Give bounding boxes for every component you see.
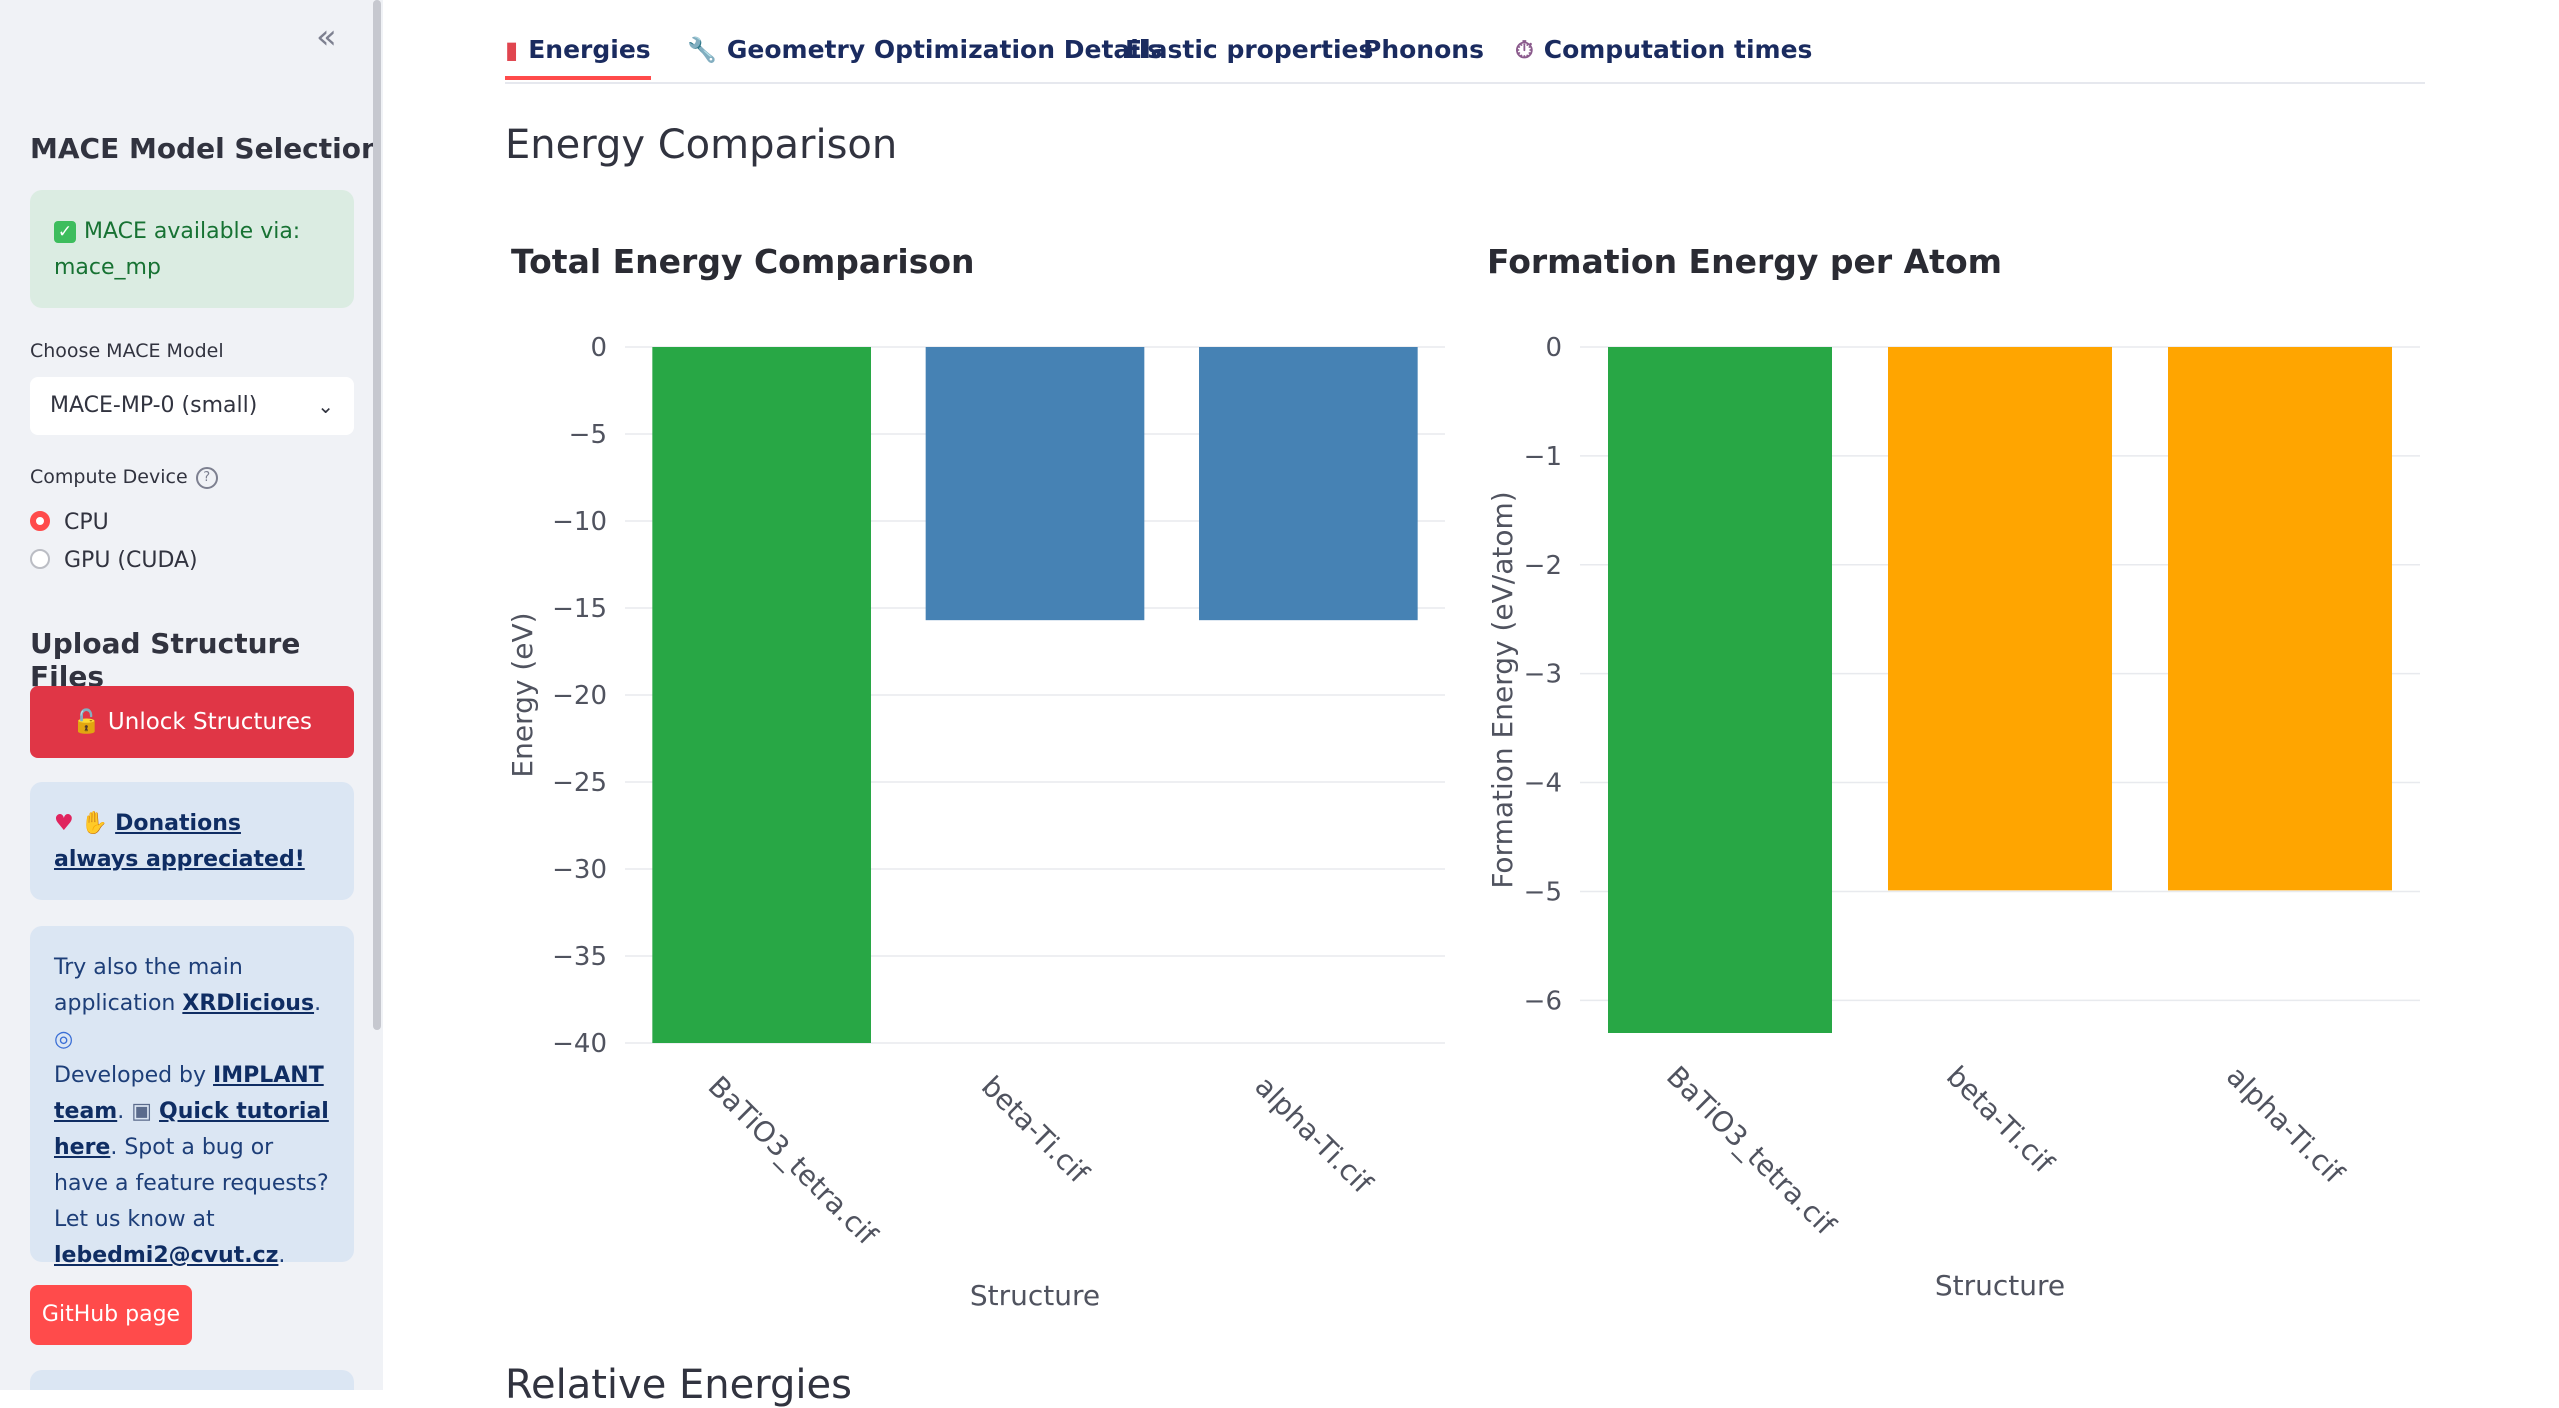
tutorial-link[interactable]: Quick tutorial here [54, 1099, 329, 1160]
unlock-icon: 🔓 [71, 709, 101, 735]
y-tick-label: −2 [1524, 551, 1562, 581]
mace-status-alert: ✓ MACE available via: mace_mp [30, 190, 354, 308]
unlock-button-label: Unlock Structures [107, 709, 313, 735]
radio-gpu[interactable]: GPU (CUDA) [30, 546, 198, 576]
help-icon[interactable]: ? [195, 466, 218, 489]
tab-computation-label: Computation times [1543, 35, 1813, 64]
tv-icon: ▣ [131, 1099, 153, 1124]
radio-cpu[interactable]: CPU [30, 508, 109, 538]
implant-link[interactable]: IMPLANT team [54, 1063, 324, 1124]
radio-gpu-label: GPU (CUDA) [64, 548, 198, 573]
bar-alpha-Ti.cif [2168, 347, 2392, 891]
tab-geometry-label: Geometry Optimization Details [726, 35, 1163, 64]
x-axis-label: Structure [970, 1279, 1100, 1312]
chevron-down-icon: ⌄ [317, 394, 334, 418]
info-text-5: . Spot a bug or have a feature requests?… [54, 1135, 329, 1232]
info-text-4: . [117, 1099, 132, 1124]
y-tick-label: −40 [552, 1029, 607, 1059]
xrdlicious-link[interactable]: XRDlicious [182, 991, 315, 1016]
email-link[interactable]: lebedmi2@cvut.cz [54, 1243, 279, 1268]
formation-energy-chart-title: Formation Energy per Atom [1487, 242, 2002, 281]
sidebar-next-box [30, 1370, 354, 1390]
compute-device-label: Compute Device? [30, 466, 218, 489]
y-tick-label: −5 [569, 420, 607, 450]
radio-unselected-icon[interactable] [30, 549, 50, 569]
x-tick-label: BaTiO3_tetra.cif [702, 1070, 885, 1253]
donations-link[interactable]: Donations always appreciated! [54, 811, 305, 872]
y-tick-label: −10 [552, 507, 607, 537]
y-tick-label: 0 [1545, 333, 1562, 363]
y-tick-label: −25 [552, 768, 607, 798]
bar-BaTiO3_tetra.cif [652, 347, 871, 1043]
info-text-3: Developed by [54, 1063, 214, 1088]
formation-energy-chart[interactable]: 0 −1 −2 −3 −4 −5 −6 BaTiO3_tetra.cif beta-Ti.cif… [1480, 320, 2440, 1330]
tab-elastic-properties[interactable]: Elastic properties [1125, 35, 1374, 64]
y-axis-label: Energy (eV) [506, 612, 539, 777]
tab-phonons[interactable]: Phonons [1363, 35, 1484, 64]
heart-icon: ♥ [54, 811, 74, 836]
info-box: Try also the main application XRDlicious… [30, 926, 354, 1268]
bar-beta-Ti.cif [1888, 347, 2112, 891]
upload-heading: Upload Structure Files [30, 627, 301, 693]
x-tick-label: beta-Ti.cif [1940, 1060, 2061, 1181]
tab-energies-label: Energies [528, 35, 651, 64]
spiral-icon: ◎ [54, 1027, 74, 1052]
model-select-value: MACE-MP-0 (small) [50, 393, 258, 418]
tab-geometry-optimization[interactable]: 🔧 Geometry Optimization Details [687, 30, 1162, 82]
total-energy-chart[interactable]: 0 −5 −10 −15 −20 −25 −30 −35 −40 BaTiO3_tetra.cif… [500, 320, 1460, 1330]
model-selection-heading: MACE Model Selection [30, 132, 381, 165]
bar-BaTiO3_tetra.cif [1608, 347, 1832, 1033]
unlock-structures-button[interactable]: 🔓 Unlock Structures [30, 686, 354, 758]
sidebar: « MACE Model Selection ✓ MACE available v… [0, 0, 383, 1390]
y-tick-label: −5 [1524, 877, 1562, 907]
y-tick-label: −1 [1524, 442, 1562, 472]
radio-selected-icon[interactable] [30, 511, 50, 531]
section-title: Energy Comparison [505, 122, 898, 168]
model-select-label: Choose MACE Model [30, 340, 224, 362]
x-axis-label: Structure [1935, 1269, 2065, 1302]
bar-alpha-Ti.cif [1199, 347, 1418, 621]
stopwatch-icon: ⏱ [1515, 36, 1534, 64]
y-tick-label: −15 [552, 594, 607, 624]
x-tick-label: alpha-Ti.cif [1248, 1070, 1379, 1201]
model-select[interactable]: MACE-MP-0 (small) ⌄ [30, 377, 354, 435]
y-tick-label: −35 [552, 942, 607, 972]
tab-computation-times[interactable]: ⏱ Computation times [1515, 30, 1812, 82]
wrench-icon: 🔧 [687, 36, 717, 64]
github-button[interactable]: GitHub page [30, 1285, 192, 1345]
check-icon: ✓ [54, 221, 76, 243]
info-text-2: . [314, 991, 322, 1016]
y-tick-label: 0 [590, 333, 607, 363]
bar-chart-icon: ▮ [505, 36, 519, 64]
y-tick-label: −4 [1524, 769, 1562, 799]
tab-energies[interactable]: ▮ Energies [505, 30, 651, 80]
y-tick-label: −6 [1524, 986, 1562, 1016]
x-tick-label: BaTiO3_tetra.cif [1660, 1060, 1843, 1243]
sidebar-scrollbar[interactable] [373, 0, 381, 1030]
collapse-sidebar-icon[interactable]: « [316, 17, 337, 57]
donations-box: ♥ ✋ Donations always appreciated! [30, 782, 354, 900]
handshake-icon: ✋ [80, 811, 109, 836]
y-tick-label: −20 [552, 681, 607, 711]
x-tick-label: alpha-Ti.cif [2220, 1060, 2351, 1191]
total-energy-chart-title: Total Energy Comparison [511, 242, 975, 281]
y-axis-label: Formation Energy (eV/atom) [1486, 491, 1519, 888]
tab-bar: ▮ Energies 🔧 Geometry Optimization Details… [505, 30, 2425, 84]
compute-device-label-text: Compute Device [30, 466, 188, 488]
relative-energies-heading: Relative Energies [505, 1362, 852, 1408]
info-text-6: . [278, 1243, 286, 1268]
x-tick-label: beta-Ti.cif [975, 1070, 1096, 1191]
bar-beta-Ti.cif [925, 347, 1145, 621]
info-text-1: Try also the main application [54, 955, 243, 1016]
radio-cpu-label: CPU [64, 510, 109, 535]
y-tick-label: −3 [1524, 660, 1562, 690]
mace-status-text: MACE available via: mace_mp [54, 219, 301, 280]
y-tick-label: −30 [552, 855, 607, 885]
